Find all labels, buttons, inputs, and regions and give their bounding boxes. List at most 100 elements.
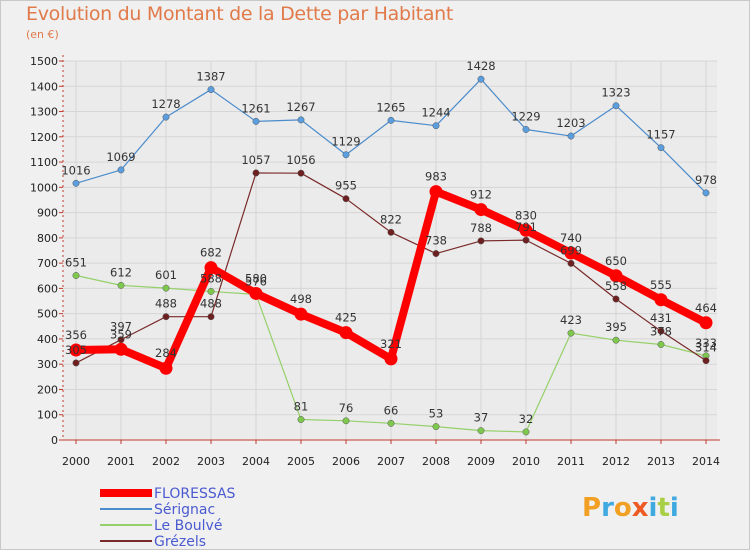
data-label: 788 [470, 221, 492, 235]
data-label: 576 [245, 274, 267, 288]
data-point [612, 336, 620, 344]
y-tick-label: 1200 [30, 131, 58, 144]
legend-label: Sérignac [154, 502, 215, 518]
y-tick-label: 1100 [30, 156, 58, 169]
data-point [249, 286, 263, 300]
data-point [477, 75, 485, 83]
data-label: 699 [560, 243, 582, 257]
data-label: 464 [695, 301, 717, 315]
data-point [204, 261, 218, 275]
y-tick-label: 200 [37, 383, 58, 396]
x-tick-label: 2000 [62, 455, 90, 468]
y-tick-label: 1000 [30, 181, 58, 194]
data-label: 1267 [286, 100, 315, 114]
data-point [339, 326, 353, 340]
data-point [567, 259, 575, 267]
data-point [207, 313, 215, 321]
x-tick-label: 2010 [512, 455, 540, 468]
data-point [114, 342, 128, 356]
data-label: 978 [695, 173, 717, 187]
y-tick-label: 1300 [30, 106, 58, 119]
y-tick-label: 100 [37, 409, 58, 422]
data-point [252, 117, 260, 125]
data-label: 321 [380, 337, 402, 351]
data-point [612, 295, 620, 303]
data-label: 1387 [196, 70, 225, 84]
data-label: 1057 [241, 153, 270, 167]
data-point [342, 195, 350, 203]
data-label: 955 [335, 179, 357, 193]
series-gr-zels [72, 169, 710, 367]
series-layer [69, 75, 713, 436]
data-label: 356 [65, 328, 87, 342]
data-label: 650 [605, 254, 627, 268]
data-point [162, 313, 170, 321]
data-label: 1265 [376, 100, 405, 114]
x-tick-label: 2003 [197, 455, 225, 468]
data-point [69, 343, 83, 357]
legend-label: Le Boulvé [154, 518, 222, 534]
data-point [477, 427, 485, 435]
data-label: 1129 [331, 135, 360, 149]
x-tick-label: 2008 [422, 455, 450, 468]
axes: 0 100 200 300 400 500 600 700 800 900 1000 1100 1200… [30, 55, 720, 468]
series-le-boulv- [72, 272, 710, 436]
data-label: 305 [65, 343, 87, 357]
chart-title: Evolution du Montant de la Dette par Hab… [26, 3, 454, 25]
data-label: 682 [200, 246, 222, 260]
y-tick-label: 500 [37, 308, 58, 321]
data-point [609, 269, 623, 283]
data-point [522, 126, 530, 133]
data-point [432, 250, 440, 257]
logo-text: Proxiti [582, 493, 679, 523]
y-tick-label: 1400 [30, 80, 58, 93]
x-tick-label: 2002 [152, 455, 180, 468]
data-label: 81 [294, 400, 309, 414]
data-label: 1244 [421, 106, 450, 120]
data-label: 830 [515, 208, 537, 222]
y-tick-label: 700 [37, 257, 58, 270]
x-tick-label: 2004 [242, 455, 270, 468]
y-tick-label: 1500 [30, 55, 58, 68]
data-label: 588 [200, 271, 222, 285]
data-point [522, 428, 530, 436]
data-label: 558 [605, 279, 627, 293]
data-label: 1069 [106, 150, 135, 164]
x-tick-label: 2005 [287, 455, 315, 468]
data-point [612, 102, 620, 110]
y-tick-label: 0 [51, 434, 58, 447]
y-tick-label: 900 [37, 207, 58, 220]
data-point [207, 86, 215, 94]
x-tick-label: 2006 [332, 455, 360, 468]
data-point [522, 236, 530, 244]
data-point [654, 293, 668, 307]
data-label: 1428 [466, 59, 495, 73]
data-label: 488 [200, 297, 222, 311]
y-tick-label: 300 [37, 358, 58, 371]
data-label: 1056 [286, 153, 315, 167]
data-label: 423 [560, 313, 582, 327]
data-label: 431 [650, 311, 672, 325]
data-point [657, 341, 665, 348]
data-point [117, 281, 125, 289]
data-point [297, 416, 305, 423]
data-point [162, 113, 170, 121]
y-tick-label: 400 [37, 333, 58, 346]
data-label: 498 [290, 292, 312, 306]
data-point [252, 169, 260, 177]
data-label: 580 [245, 271, 267, 285]
data-point [477, 237, 485, 245]
chart-unit: (en €) [26, 28, 59, 41]
data-point [567, 329, 575, 337]
data-label: 822 [380, 212, 402, 226]
data-label: 912 [470, 188, 492, 202]
data-label: 284 [155, 346, 177, 360]
data-point [162, 284, 170, 292]
data-point [474, 203, 488, 217]
data-label: 314 [695, 341, 717, 355]
data-label: 1157 [646, 128, 675, 142]
data-label: 1229 [511, 109, 540, 123]
data-point [297, 169, 305, 177]
